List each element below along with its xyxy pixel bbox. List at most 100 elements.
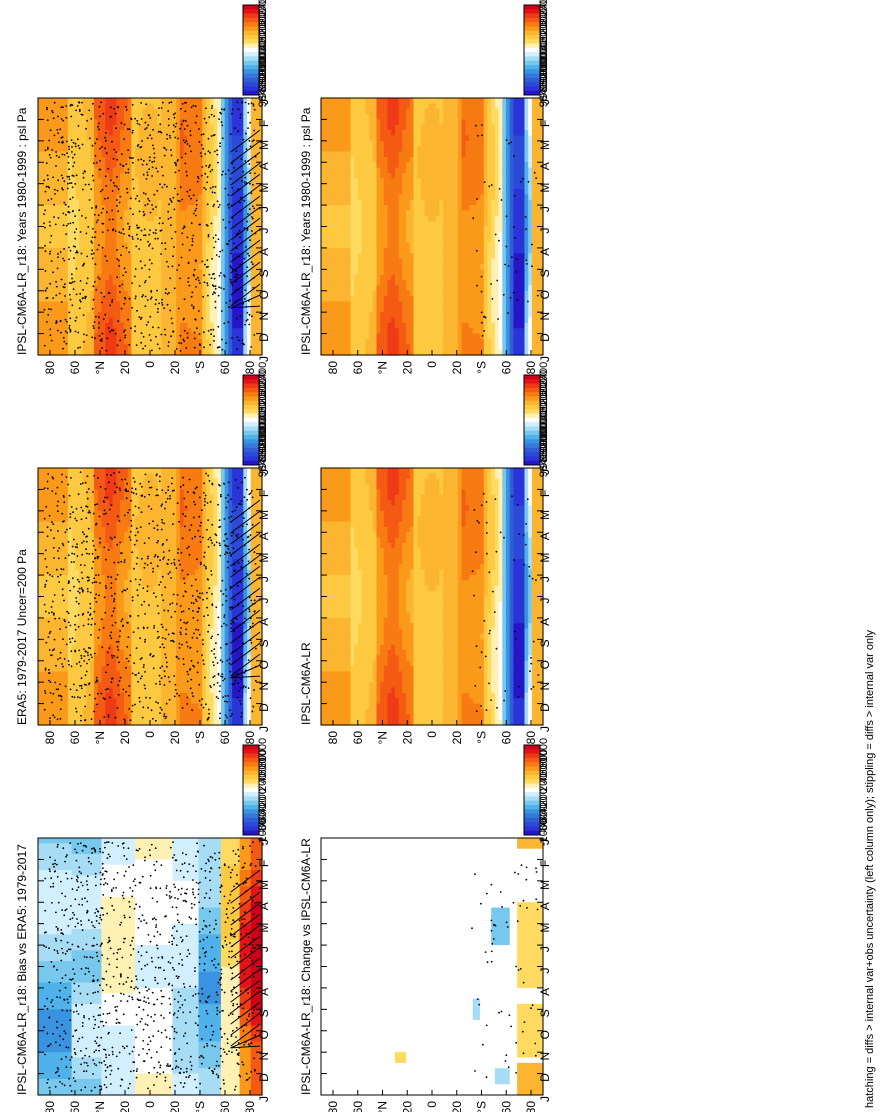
field-cell [60, 119, 65, 126]
field-cell [365, 151, 370, 158]
stipple-dot [152, 128, 155, 131]
field-cell [142, 306, 147, 313]
field-cell [509, 140, 514, 147]
field-cell [79, 344, 84, 351]
stipple-dot [166, 138, 169, 140]
field-cell [120, 130, 125, 137]
stipple-dot [146, 174, 149, 177]
stipple-dot [91, 144, 94, 147]
field-cell [224, 205, 229, 212]
field-cell [528, 135, 533, 142]
field-cell [52, 199, 58, 206]
stipple-dot [106, 211, 108, 214]
field-cell [439, 114, 444, 121]
field-cell [243, 189, 248, 195]
stipple-dot [125, 105, 127, 108]
field-cell [420, 140, 426, 147]
field-cell [45, 333, 50, 340]
field-cell [38, 151, 43, 158]
field-cell [79, 306, 84, 313]
field-cell [202, 162, 207, 169]
field-cell [243, 178, 248, 185]
field-cell [417, 108, 422, 115]
field-cell [194, 194, 200, 201]
field-cell [146, 344, 151, 351]
stipple-dot [162, 174, 164, 177]
field-cell [457, 167, 463, 174]
field-cell [406, 146, 411, 153]
field-cell [432, 103, 437, 110]
field-cell [457, 119, 463, 126]
field-cell [217, 103, 222, 110]
field-cell [239, 269, 244, 276]
field-cell [243, 280, 248, 286]
field-cell [361, 162, 366, 169]
stipple-dot [181, 198, 184, 201]
stipple-dot [167, 110, 170, 112]
stipple-dot [99, 168, 102, 171]
field-cell [64, 156, 69, 163]
field-cell [228, 322, 233, 329]
field-cell [157, 296, 162, 303]
field-cell [41, 124, 47, 131]
field-cell [465, 135, 470, 142]
field-cell [82, 146, 88, 153]
field-cell [220, 167, 226, 174]
field-cell [243, 162, 248, 169]
stipple-dot [185, 140, 188, 143]
field-cell [350, 130, 355, 137]
field-cell [90, 231, 95, 238]
field-cell [209, 205, 215, 212]
stipple-dot [199, 282, 201, 284]
field-cell [86, 162, 91, 169]
field-cell [220, 290, 226, 297]
field-cell [179, 98, 185, 104]
field-cell [428, 108, 433, 115]
field-cell [206, 258, 211, 265]
field-cell [131, 322, 136, 329]
stipple-dot [188, 195, 191, 197]
field-cell [217, 247, 222, 254]
field-cell [127, 103, 132, 110]
field-cell [67, 135, 73, 142]
field-cell [250, 258, 256, 265]
field-cell [157, 280, 162, 286]
field-cell [131, 333, 136, 340]
field-cell [138, 135, 144, 142]
stipple-dot [87, 226, 90, 228]
field-cell [105, 124, 110, 131]
stipple-dot [173, 116, 176, 119]
field-cell [41, 215, 47, 222]
field-cell [369, 103, 374, 110]
field-cell [372, 124, 378, 131]
stipple-dot [229, 177, 232, 180]
field-cell [361, 167, 366, 174]
field-cell [406, 162, 411, 169]
field-cell [461, 151, 466, 158]
stipple-dot [86, 119, 88, 122]
field-cell [179, 306, 185, 313]
stipple-dot [231, 337, 233, 339]
field-cell [82, 178, 88, 185]
field-cell [213, 253, 218, 260]
field-cell [179, 189, 185, 195]
field-cell [524, 98, 529, 104]
field-cell [67, 290, 73, 297]
stipple-dot [97, 122, 100, 125]
stipple-dot [124, 329, 126, 331]
stipple-dot [49, 334, 52, 337]
stipple-dot [63, 283, 66, 286]
field-cell [398, 172, 403, 179]
stipple-dot [224, 173, 227, 176]
field-cell [97, 301, 103, 308]
field-cell [380, 124, 385, 131]
field-cell [480, 167, 485, 174]
field-cell [247, 199, 252, 206]
field-cell [161, 263, 166, 270]
stipple-dot [224, 187, 227, 190]
field-cell [409, 103, 415, 110]
field-cell [123, 108, 129, 115]
field-cell [138, 290, 144, 297]
field-cell [97, 221, 103, 228]
field-cell [56, 199, 61, 206]
